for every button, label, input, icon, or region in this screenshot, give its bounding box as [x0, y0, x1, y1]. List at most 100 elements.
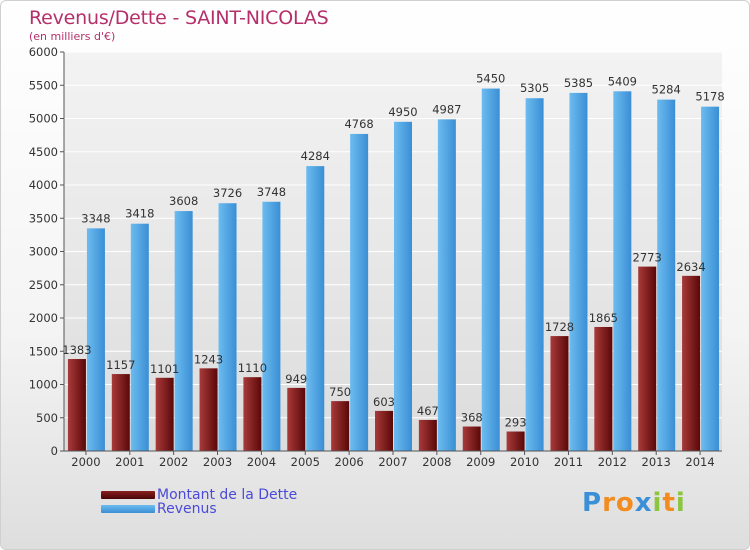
y-tick-label: 4000: [29, 178, 58, 192]
y-tick-label: 0: [51, 444, 58, 458]
bar-debt-2004: [243, 377, 262, 451]
x-tick-label: 2010: [510, 455, 539, 469]
data-label-debt-2011: 1728: [545, 320, 574, 334]
data-label-debt-2006: 750: [329, 385, 351, 399]
legend-label-debt: Montant de la Dette: [157, 487, 298, 503]
data-label-debt-2000: 1383: [62, 343, 91, 357]
proxiti-logo: Proxiti: [582, 488, 686, 518]
bar-revenus-2010: [525, 98, 544, 451]
chart-title: Revenus/Dette - SAINT-NICOLAS: [29, 7, 329, 29]
x-tick-label: 2012: [598, 455, 627, 469]
x-tick-label: 2003: [203, 455, 232, 469]
data-label-revenus-2008: 4987: [432, 102, 461, 116]
y-tick-label: 500: [36, 411, 58, 425]
bar-revenus-2009: [481, 88, 500, 451]
bar-debt-2002: [155, 377, 174, 451]
data-label-revenus-2013: 5284: [652, 83, 681, 97]
data-label-revenus-2007: 4950: [388, 105, 417, 119]
y-tick-label: 4500: [29, 145, 58, 159]
data-label-debt-2008: 467: [417, 404, 439, 418]
bar-debt-2009: [462, 426, 481, 451]
data-label-debt-2014: 2634: [676, 260, 705, 274]
data-label-revenus-2009: 5450: [476, 72, 505, 86]
data-label-revenus-2001: 3418: [125, 207, 154, 221]
bar-debt-2006: [331, 401, 350, 451]
labels-layer: 1383 3348 1157 3418 1101 3608 1243 3726 1110 3748…: [62, 72, 724, 430]
data-label-debt-2009: 368: [461, 411, 483, 425]
y-tick-label: 1000: [29, 378, 58, 392]
bar-debt-2008: [418, 419, 437, 451]
bar-revenus-2006: [350, 133, 369, 452]
logo-letter: t: [662, 488, 676, 518]
data-label-debt-2004: 1110: [238, 361, 267, 375]
logo-letter: i: [675, 488, 686, 518]
x-tick-label: 2014: [685, 455, 714, 469]
data-label-revenus-2004: 3748: [257, 185, 286, 199]
x-tick-label: 2013: [642, 455, 671, 469]
y-tick-label: 3500: [29, 211, 58, 225]
data-label-revenus-2000: 3348: [81, 211, 110, 225]
bar-revenus-2005: [306, 166, 325, 451]
bar-debt-2014: [682, 275, 701, 451]
bar-debt-2010: [506, 431, 525, 451]
y-tick-label: 3000: [29, 245, 58, 259]
legend-swatch-debt: [101, 491, 155, 499]
y-tick-label: 5000: [29, 112, 58, 126]
bar-revenus-2012: [613, 91, 632, 451]
data-label-debt-2005: 949: [285, 372, 307, 386]
y-tick-label: 5500: [29, 78, 58, 92]
x-tick-label: 2001: [115, 455, 144, 469]
data-label-debt-2013: 2773: [633, 251, 662, 265]
bar-debt-2005: [287, 387, 306, 451]
y-tick-label: 2000: [29, 311, 58, 325]
logo-letter: o: [615, 488, 635, 518]
chart-subtitle: (en milliers d'€): [29, 30, 116, 43]
data-label-debt-2010: 293: [505, 416, 527, 430]
bar-debt-2003: [199, 368, 218, 451]
data-label-debt-2002: 1101: [150, 362, 179, 376]
bar-revenus-2004: [262, 201, 281, 451]
bar-revenus-2003: [218, 203, 237, 451]
bar-revenus-2002: [174, 211, 193, 451]
legend-swatch-revenus: [101, 505, 155, 513]
bars-layer: [67, 88, 720, 452]
x-tick-label: 2007: [378, 455, 407, 469]
x-tick-label: 2008: [422, 455, 451, 469]
logo-letter: i: [652, 488, 663, 518]
bar-debt-2011: [550, 336, 569, 451]
data-label-revenus-2012: 5409: [608, 74, 637, 88]
bar-revenus-2000: [86, 228, 105, 451]
data-label-revenus-2010: 5305: [520, 81, 549, 95]
bar-revenus-2011: [569, 92, 588, 452]
y-tick-label: 2500: [29, 278, 58, 292]
axis-layer: 0 500 1000 1500 2000 2500 3000 3500 4000 4500 5000…: [29, 45, 722, 469]
data-label-debt-2003: 1243: [194, 352, 223, 366]
data-label-revenus-2002: 3608: [169, 194, 198, 208]
bar-revenus-2007: [394, 121, 412, 451]
logo-letter: x: [634, 488, 653, 518]
x-tick-label: 2000: [71, 455, 100, 469]
data-label-revenus-2005: 4284: [301, 149, 330, 163]
bar-debt-2012: [594, 326, 613, 451]
x-tick-label: 2005: [291, 455, 320, 469]
bar-revenus-2001: [130, 223, 149, 451]
bar-debt-2000: [67, 359, 86, 451]
x-tick-label: 2006: [334, 455, 363, 469]
data-label-debt-2007: 603: [373, 395, 395, 409]
data-label-debt-2012: 1865: [589, 311, 618, 325]
data-label-revenus-2011: 5385: [564, 76, 593, 90]
logo-letter: r: [602, 488, 616, 518]
bar-debt-2001: [111, 374, 130, 451]
data-label-revenus-2003: 3726: [213, 186, 242, 200]
logo-letter: P: [582, 488, 603, 518]
x-tick-label: 2011: [554, 455, 583, 469]
x-tick-label: 2002: [159, 455, 188, 469]
x-tick-label: 2004: [247, 455, 276, 469]
data-label-debt-2001: 1157: [106, 358, 135, 372]
x-tick-label: 2009: [466, 455, 495, 469]
bar-debt-2013: [638, 266, 657, 451]
y-tick-label: 1500: [29, 344, 58, 358]
data-label-revenus-2006: 4768: [344, 117, 373, 131]
